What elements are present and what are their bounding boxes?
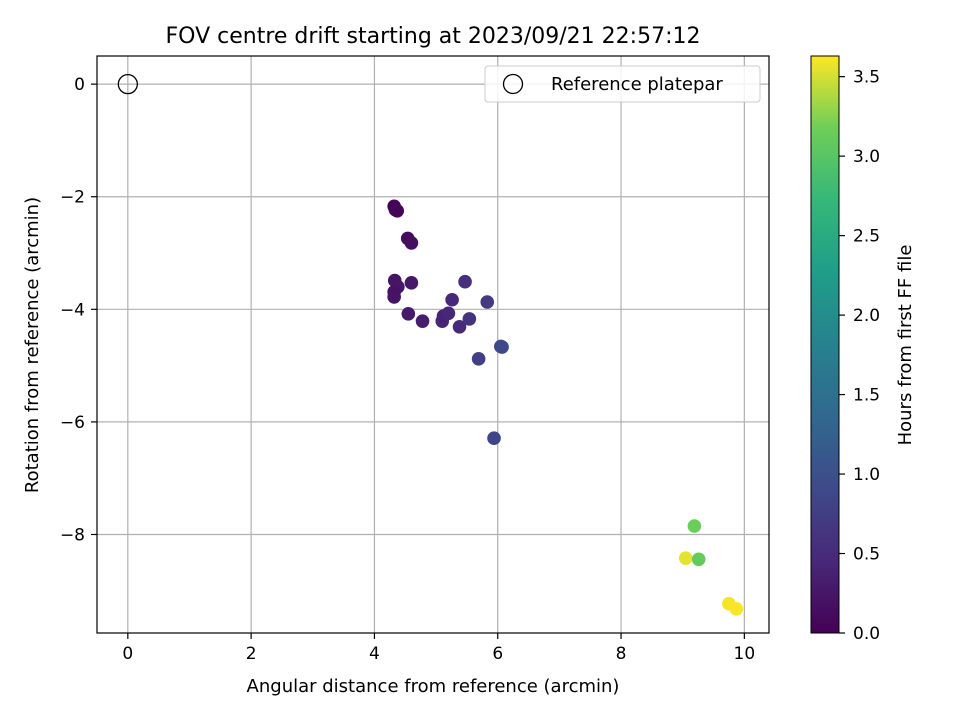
y-axis-ticks: 0 −2 −4 −6 −8 [60, 75, 97, 545]
plot-frame [96, 55, 770, 634]
data-point [487, 431, 501, 446]
x-tick-label: 8 [616, 644, 627, 664]
legend-marker-icon [502, 73, 524, 95]
y-tick-label: −6 [60, 413, 85, 433]
chart-title: FOV centre drift starting at 2023/09/21 … [166, 24, 701, 49]
data-point [387, 290, 401, 304]
x-axis-label: Angular distance from reference (arcmin) [247, 676, 620, 697]
colorbar-tick-label: 1.5 [853, 386, 880, 406]
colorbar-tick-label: 3.0 [853, 147, 880, 167]
data-point [678, 551, 693, 565]
colorbar-tick-label: 1.0 [853, 465, 880, 485]
data-point [480, 295, 495, 309]
legend-box [484, 65, 761, 103]
data-point [452, 319, 467, 334]
x-tick-label: 10 [734, 644, 756, 664]
colorbar-tick-label: 2.0 [853, 306, 880, 326]
colorbar-gradient [810, 55, 840, 634]
colorbar-tick-label: 0.5 [853, 545, 880, 565]
colorbar-ticks: 0.0 0.5 1.0 1.5 2.0 2.5 3.0 3.5 [839, 68, 880, 644]
reference-platepar-marker [117, 73, 138, 95]
data-point [441, 306, 456, 321]
data-points [387, 199, 744, 616]
data-point [390, 204, 405, 218]
data-point [445, 292, 459, 307]
colorbar-label: Hours from first FF file [895, 245, 916, 446]
x-axis-ticks: 0 2 4 6 8 10 [122, 633, 755, 664]
data-point [687, 519, 702, 533]
legend: Reference platepar [484, 65, 761, 103]
colorbar: 0.0 0.5 1.0 1.5 2.0 2.5 3.0 3.5 Hours from firs… [810, 55, 916, 644]
legend-entry-reference-platepar: Reference platepar [551, 74, 723, 95]
x-tick-label: 6 [492, 644, 503, 664]
data-point [458, 274, 472, 289]
data-point [404, 276, 419, 290]
data-point [401, 307, 416, 321]
x-tick-label: 4 [369, 644, 380, 664]
x-tick-label: 0 [122, 644, 133, 664]
x-tick-label: 2 [246, 644, 257, 664]
data-point [729, 601, 744, 616]
colorbar-tick-label: 2.5 [853, 227, 880, 247]
y-tick-label: −8 [60, 525, 85, 545]
grid-lines [97, 56, 769, 633]
colorbar-tick-label: 0.0 [853, 624, 880, 644]
data-point [471, 352, 486, 366]
data-point [495, 340, 509, 354]
data-point [415, 314, 430, 328]
reference-marker [117, 73, 138, 95]
y-tick-label: −2 [60, 188, 85, 208]
y-axis-label: Rotation from reference (arcmin) [22, 197, 43, 493]
data-point [404, 236, 419, 250]
y-tick-label: 0 [74, 75, 85, 95]
colorbar-tick-label: 3.5 [853, 68, 880, 88]
y-tick-label: −4 [60, 300, 85, 320]
data-point [462, 312, 477, 326]
data-point [691, 552, 706, 567]
